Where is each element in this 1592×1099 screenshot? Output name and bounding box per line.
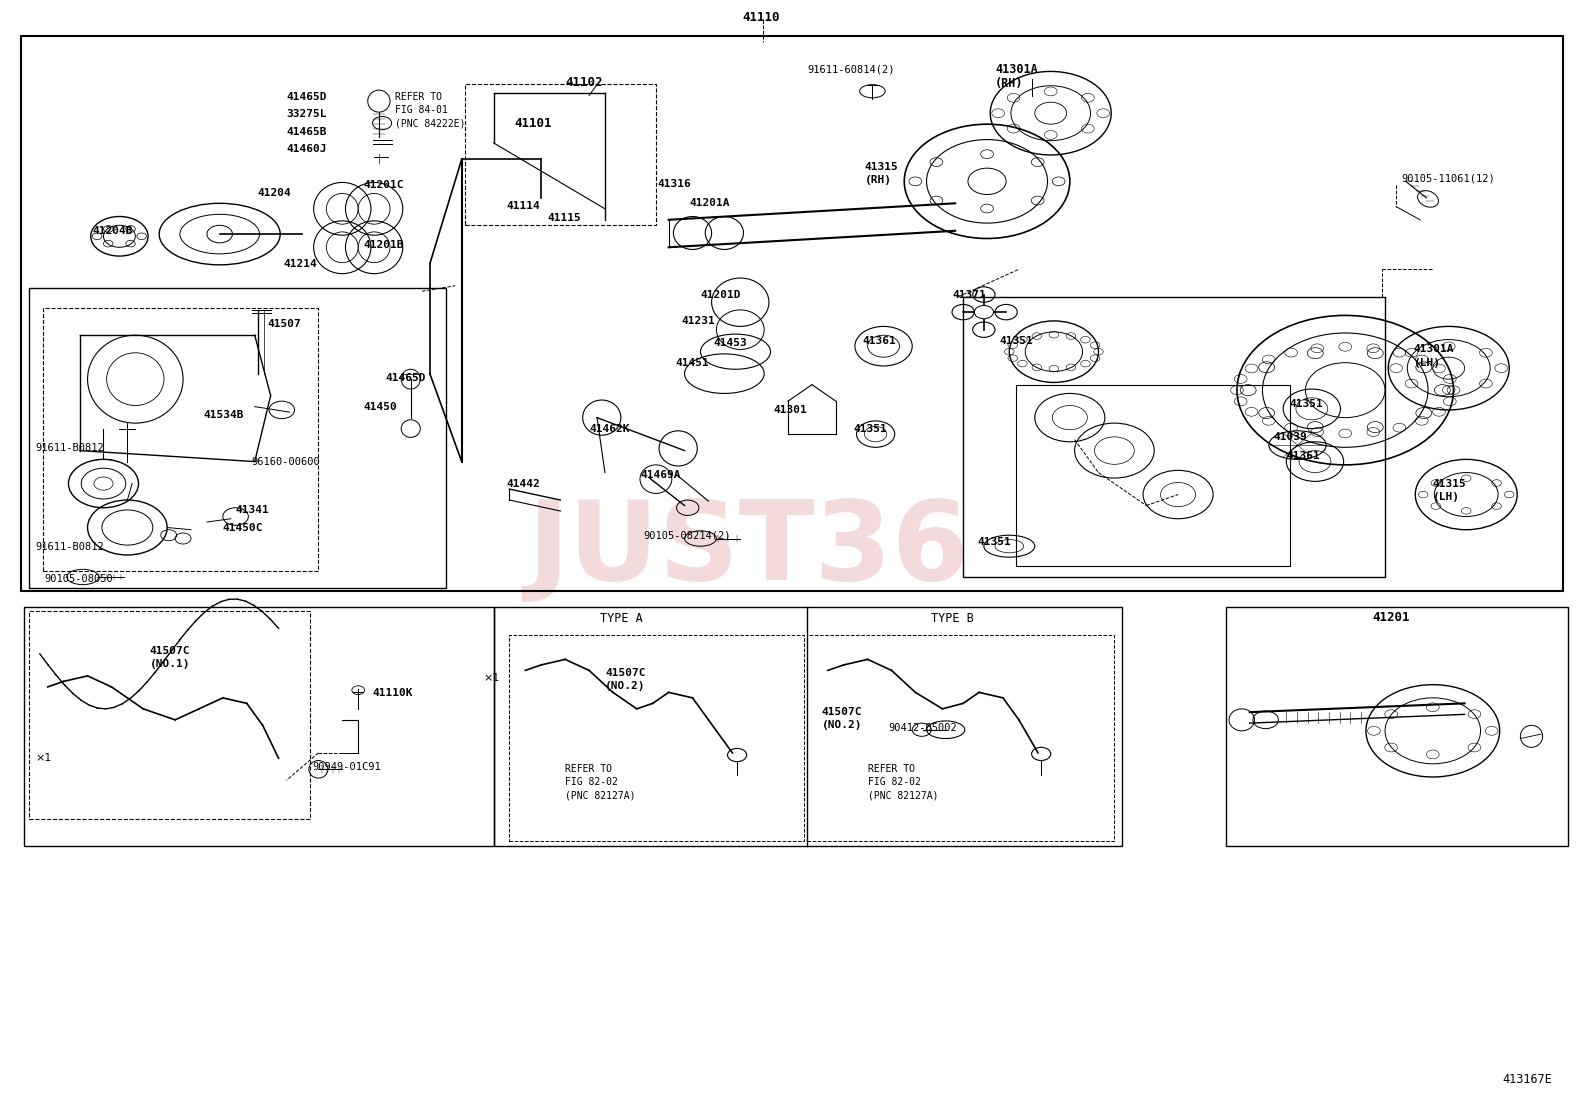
Text: 41450C: 41450C (223, 522, 263, 533)
Text: 41453: 41453 (713, 337, 747, 348)
Bar (509, 635, 804, 841)
Text: (LH): (LH) (1433, 491, 1460, 502)
Text: 41201C: 41201C (363, 179, 403, 190)
Text: 41442: 41442 (506, 478, 540, 489)
Text: 41351: 41351 (853, 423, 887, 434)
Text: FIG 82-02: FIG 82-02 (868, 777, 920, 788)
Text: (PNC 82127A): (PNC 82127A) (565, 790, 635, 801)
Text: 41315: 41315 (1433, 478, 1466, 489)
Text: 41507C: 41507C (150, 645, 189, 656)
Text: (RH): (RH) (995, 77, 1024, 90)
Text: (PNC 82127A): (PNC 82127A) (868, 790, 938, 801)
Bar (807, 635, 1114, 841)
Text: 41465B: 41465B (287, 126, 326, 137)
Bar (29, 611, 310, 819)
Text: ×1: ×1 (484, 673, 500, 684)
Text: 41204B: 41204B (92, 225, 132, 236)
Text: 41201: 41201 (1372, 611, 1411, 624)
Text: 41465D: 41465D (287, 91, 326, 102)
Text: 90105-08050: 90105-08050 (45, 574, 113, 585)
Text: 41301: 41301 (774, 404, 807, 415)
Text: (PNC 84222E): (PNC 84222E) (395, 118, 465, 129)
Text: 90412-05002: 90412-05002 (888, 722, 957, 733)
Text: 41361: 41361 (863, 335, 896, 346)
Text: 96160-00600: 96160-00600 (252, 456, 320, 467)
Text: 90949-01C91: 90949-01C91 (312, 762, 380, 773)
Bar (24, 607, 494, 846)
Text: (NO.2): (NO.2) (821, 720, 861, 731)
Bar (963, 297, 1385, 577)
Text: 41351: 41351 (1290, 399, 1323, 410)
Bar (43, 308, 318, 571)
Text: 41371: 41371 (952, 289, 985, 300)
Text: 41301A: 41301A (995, 63, 1038, 76)
Text: 33275L: 33275L (287, 109, 326, 120)
Text: 41315: 41315 (864, 162, 898, 173)
Text: (RH): (RH) (864, 175, 892, 186)
Text: 41361: 41361 (1286, 451, 1320, 462)
Text: 91611-60814(2): 91611-60814(2) (807, 64, 895, 75)
Bar (1016, 385, 1290, 566)
Text: 41462K: 41462K (589, 423, 629, 434)
Text: REFER TO: REFER TO (395, 91, 443, 102)
Bar (494, 607, 1122, 846)
Text: TYPE B: TYPE B (931, 612, 973, 625)
Text: 41201D: 41201D (700, 289, 740, 300)
Text: REFER TO: REFER TO (565, 764, 613, 775)
Text: 41351: 41351 (977, 536, 1011, 547)
Text: 41507C: 41507C (821, 707, 861, 718)
Text: FIG 84-01: FIG 84-01 (395, 104, 447, 115)
Text: 41110K: 41110K (373, 688, 412, 699)
Bar (21, 36, 1563, 591)
Text: JUST36: JUST36 (527, 496, 970, 603)
Circle shape (974, 306, 993, 319)
Text: (LH): (LH) (1414, 357, 1441, 368)
Text: 41507: 41507 (267, 319, 301, 330)
Text: 91611-B0812: 91611-B0812 (35, 443, 103, 454)
Text: 41507C: 41507C (605, 667, 645, 678)
Text: 413167E: 413167E (1503, 1073, 1552, 1086)
Text: 91611-B0812: 91611-B0812 (35, 542, 103, 553)
Text: 41465D: 41465D (385, 373, 425, 384)
Text: (NO.2): (NO.2) (605, 680, 645, 691)
Text: 41460J: 41460J (287, 144, 326, 155)
Text: TYPE A: TYPE A (600, 612, 642, 625)
Text: ×1: ×1 (35, 753, 51, 764)
Bar (465, 84, 656, 225)
Text: 41341: 41341 (236, 504, 269, 515)
Text: 41534B: 41534B (204, 410, 244, 421)
Text: 41101: 41101 (514, 116, 552, 130)
Text: 41204: 41204 (258, 188, 291, 199)
Text: 41469A: 41469A (640, 469, 680, 480)
Text: 41039: 41039 (1274, 432, 1307, 443)
Text: 41201B: 41201B (363, 240, 403, 251)
Text: 41351: 41351 (1000, 335, 1033, 346)
Text: 41316: 41316 (657, 178, 691, 189)
Bar (29, 288, 446, 588)
Text: 41231: 41231 (681, 315, 715, 326)
Text: 41102: 41102 (565, 76, 603, 89)
Text: 90105-11061(12): 90105-11061(12) (1401, 173, 1495, 184)
Text: (NO.1): (NO.1) (150, 658, 189, 669)
Text: 41301A: 41301A (1414, 344, 1453, 355)
Text: 41450: 41450 (363, 401, 396, 412)
Text: 41115: 41115 (548, 212, 581, 223)
Bar (1226, 607, 1568, 846)
Text: 41110: 41110 (742, 11, 780, 24)
Text: REFER TO: REFER TO (868, 764, 915, 775)
Text: 90105-08214(2): 90105-08214(2) (643, 530, 731, 541)
Text: 41201A: 41201A (689, 198, 729, 209)
Text: 41114: 41114 (506, 200, 540, 211)
Text: FIG 82-02: FIG 82-02 (565, 777, 618, 788)
Text: 41214: 41214 (283, 258, 317, 269)
Text: 41451: 41451 (675, 357, 708, 368)
